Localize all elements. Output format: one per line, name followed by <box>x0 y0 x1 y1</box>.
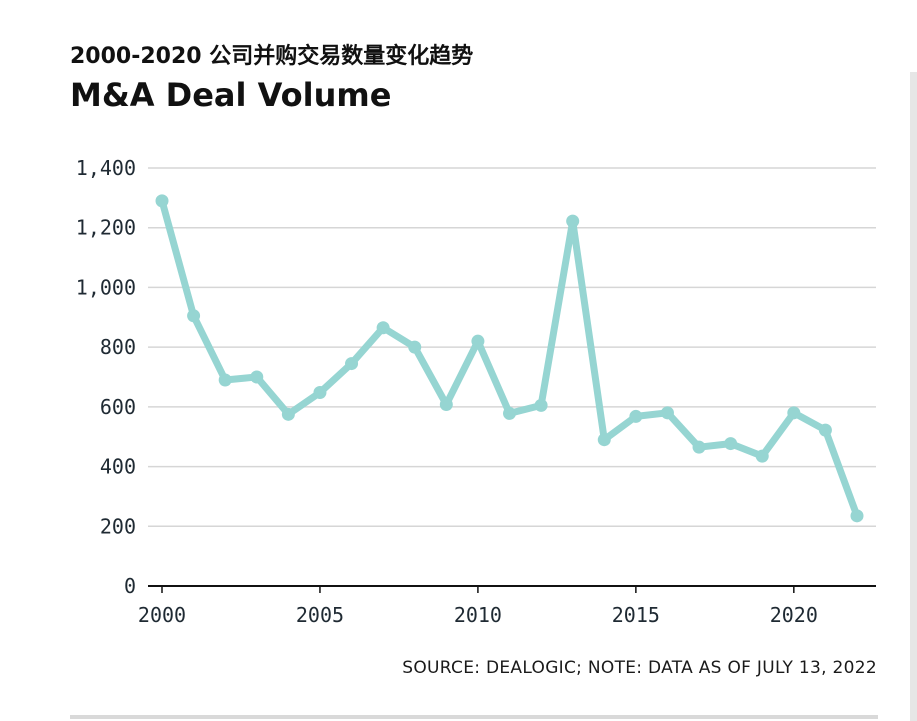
data-point <box>724 437 738 451</box>
x-tick-label: 2015 <box>612 603 660 627</box>
data-point <box>818 423 832 437</box>
data-point <box>439 397 453 411</box>
series-line <box>158 197 861 520</box>
data-point <box>376 321 390 335</box>
data-point <box>187 309 201 323</box>
data-point <box>850 509 864 523</box>
data-point <box>408 340 422 354</box>
x-tick-label: 2020 <box>770 603 818 627</box>
data-point <box>281 407 295 421</box>
y-axis-ticks: 0 200 400 600 800 1,000 1,200 1,400 <box>76 156 136 598</box>
source-note: SOURCE: DEALOGIC; NOTE: DATA AS OF JULY … <box>402 658 877 678</box>
data-point <box>660 406 674 420</box>
data-point <box>597 433 611 447</box>
chart-supertitle: 2000-2020 公司并购交易数量变化趋势 <box>70 44 474 69</box>
data-point <box>503 406 516 420</box>
bottom-divider <box>70 715 878 719</box>
series-group <box>155 194 864 523</box>
chart-title: M&A Deal Volume <box>70 76 392 114</box>
y-tick-label: 200 <box>100 514 136 538</box>
data-point <box>787 406 801 420</box>
y-tick-label: 600 <box>100 395 136 419</box>
data-point <box>218 373 232 387</box>
y-tick-label: 1,200 <box>76 216 136 240</box>
data-point <box>155 194 169 208</box>
data-point <box>345 357 359 371</box>
page-right-border <box>910 72 917 721</box>
y-tick-label: 800 <box>100 335 136 359</box>
data-point <box>629 409 643 423</box>
x-axis-ticks: 2000 2005 2010 2015 2020 <box>138 586 818 627</box>
data-point <box>566 214 580 228</box>
data-point <box>250 370 264 384</box>
y-tick-label: 400 <box>100 455 136 479</box>
data-point <box>313 386 327 400</box>
y-tick-label: 1,000 <box>76 275 136 299</box>
grid-lines <box>148 167 876 528</box>
x-tick-label: 2005 <box>296 603 344 627</box>
data-point <box>692 440 706 454</box>
x-tick-label: 2000 <box>138 603 186 627</box>
x-tick-label: 2010 <box>454 603 502 627</box>
y-tick-label: 1,400 <box>76 156 136 180</box>
data-point <box>471 334 485 348</box>
y-tick-label: 0 <box>124 574 136 598</box>
data-point <box>534 398 548 412</box>
data-point <box>755 449 769 463</box>
